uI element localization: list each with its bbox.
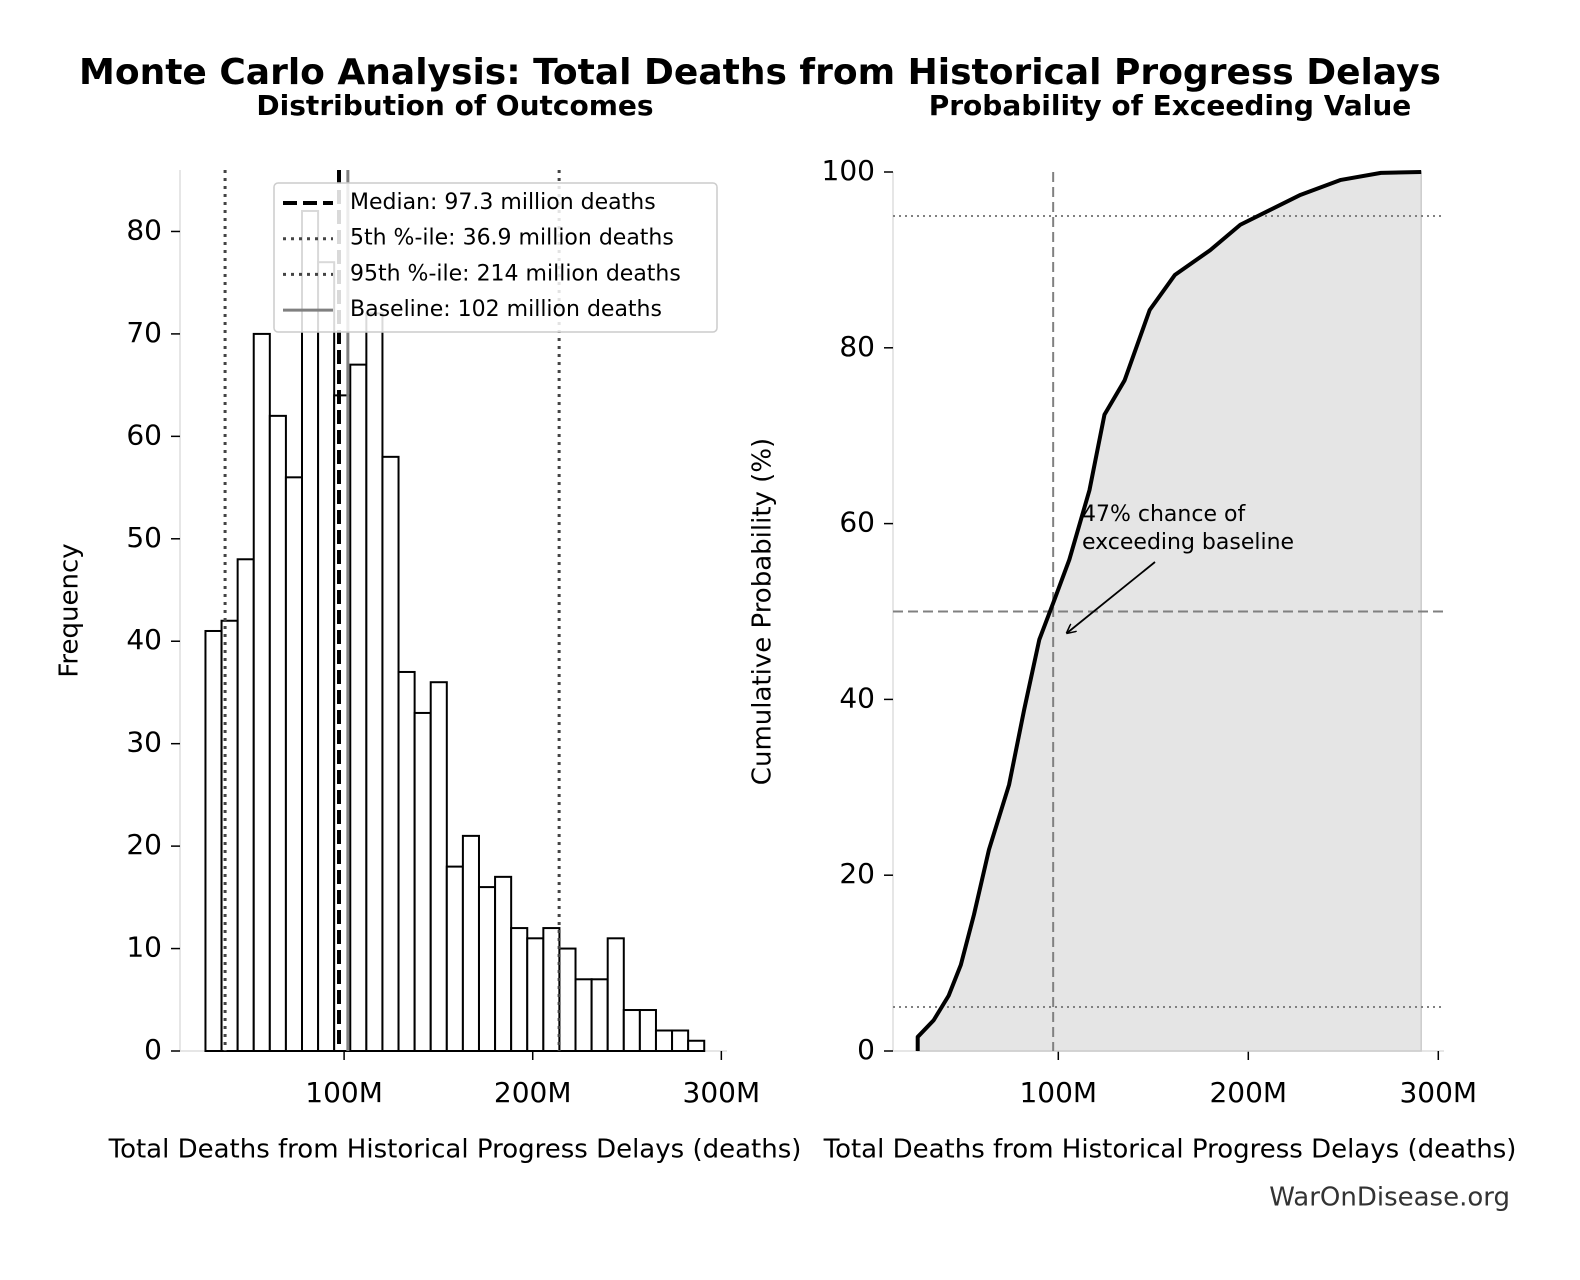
legend-label: Median: 97.3 million deaths (350, 190, 656, 215)
histogram-bar (590, 978, 609, 1053)
y-tick-label: 20 (839, 857, 875, 890)
cdf-line (915, 170, 1422, 1051)
y-tick-label: 30 (126, 726, 162, 759)
y-tick-label: 80 (126, 213, 162, 246)
histogram-bar (381, 455, 400, 1052)
histogram-bar (461, 834, 480, 1052)
histogram-bar (365, 312, 384, 1053)
legend-label: Baseline: 102 million deaths (350, 297, 662, 322)
legend-box (273, 182, 718, 333)
histogram-bar (687, 1039, 706, 1053)
subplot-title: Probability of Exceeding Value (929, 89, 1412, 122)
histogram-bar (268, 414, 287, 1052)
histogram-bar (606, 937, 625, 1053)
annotation: 47% chance of (1082, 502, 1246, 527)
y-tick-label: 100 (822, 154, 875, 187)
histogram-bar (574, 978, 593, 1053)
annotation: exceeding baseline (1082, 530, 1294, 555)
annotation-arrow (1067, 561, 1156, 633)
y-tick-label: 70 (126, 316, 162, 349)
histogram-bar (284, 476, 303, 1053)
x-tick-label: 300M (683, 1076, 761, 1109)
histogram-bar (349, 363, 368, 1052)
x-tick-label: 200M (494, 1076, 572, 1109)
histogram-bar (510, 927, 529, 1052)
histogram-bar (236, 558, 255, 1052)
histogram-bar (445, 865, 464, 1053)
x-axis-label: Total Deaths from Historical Progress De… (108, 1135, 802, 1165)
histogram-bar (558, 947, 577, 1053)
histogram-bar (317, 261, 336, 1052)
histogram-bar (477, 886, 497, 1052)
x-tick-label: 200M (1209, 1076, 1287, 1109)
x-tick-label: 300M (1399, 1076, 1477, 1109)
y-tick-label: 50 (126, 521, 162, 554)
histogram-bar (252, 332, 271, 1052)
subplot-title: Distribution of Outcomes (256, 89, 653, 122)
y-tick-label: 0 (857, 1033, 875, 1066)
footer: WarOnDisease.org (1269, 1183, 1510, 1213)
legend-label: 5th %-ile: 36.9 million deaths (350, 226, 674, 251)
histogram-bar (494, 875, 513, 1052)
histogram-bar (300, 209, 320, 1052)
y-tick-label: 40 (839, 681, 875, 714)
histogram-bar (204, 629, 223, 1052)
histogram-bar (638, 1009, 657, 1052)
y-tick-label: 80 (839, 330, 875, 363)
y-axis-label: Frequency (55, 543, 85, 677)
histogram-bar (542, 927, 561, 1052)
histogram-bar (671, 1029, 690, 1052)
y-tick-label: 10 (126, 931, 162, 964)
histogram-bar (413, 711, 432, 1052)
y-tick-label: 60 (839, 506, 875, 539)
histogram-bar (526, 937, 545, 1053)
x-tick-label: 100M (1019, 1076, 1097, 1109)
histogram-bar (429, 681, 448, 1052)
x-tick-label: 100M (305, 1076, 383, 1109)
y-axis-label: Cumulative Probability (%) (748, 438, 778, 785)
histogram-bar (622, 1009, 641, 1052)
y-tick-label: 20 (126, 828, 162, 861)
y-tick-label: 0 (144, 1033, 162, 1066)
x-axis-label: Total Deaths from Historical Progress De… (823, 1135, 1517, 1165)
histogram-bar (654, 1029, 674, 1052)
y-tick-label: 40 (126, 623, 162, 656)
y-tick-label: 60 (126, 418, 162, 451)
histogram-bar (397, 670, 416, 1052)
legend-label: 95th %-ile: 214 million deaths (350, 261, 681, 286)
suptitle: Monte Carlo Analysis: Total Deaths from … (79, 52, 1441, 93)
